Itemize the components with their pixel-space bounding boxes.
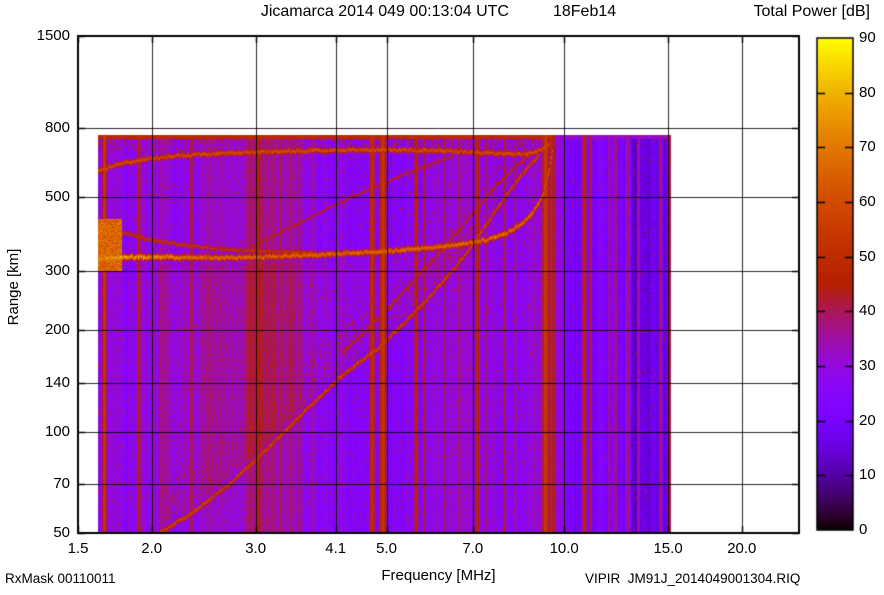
colorbar-tick-label: 10 — [859, 466, 876, 484]
colorbar-tick-label: 60 — [859, 193, 876, 210]
colorbar-tick-label: 50 — [859, 247, 876, 265]
title-row: Jicamarca 2014 049 00:13:04 UTC 18Feb14 — [78, 3, 799, 21]
x-tick-label: 1.5 — [67, 540, 89, 557]
x-tick-label: 20.0 — [727, 540, 757, 557]
x-tick-label: 5.0 — [376, 540, 397, 557]
y-tick-label: 200 — [44, 321, 70, 339]
colorbar-tick-label: 90 — [859, 29, 876, 46]
x-axis-title: Frequency [MHz] — [381, 567, 496, 584]
colorbar-tick-label: 30 — [859, 357, 876, 374]
plot-date: 18Feb14 — [552, 3, 617, 20]
y-tick-label: 70 — [53, 474, 70, 492]
y-tick-label: 1500 — [36, 27, 70, 44]
colorbar-tick-label: 40 — [859, 302, 876, 320]
y-tick-label: 100 — [44, 422, 70, 440]
x-tick-label: 3.0 — [245, 540, 267, 557]
rx-mask-label: RxMask 00110011 — [5, 571, 116, 586]
x-tick-label: 10.0 — [549, 540, 579, 557]
file-reference-label: VIPIR JM91J_2014049001304.RIQ — [585, 571, 801, 586]
colorbar-tick-label: 80 — [859, 83, 876, 101]
plot-title: Jicamarca 2014 049 00:13:04 UTC — [260, 3, 509, 20]
colorbar-title: Total Power [dB] — [753, 3, 871, 20]
x-tick-label: 4.1 — [325, 540, 347, 557]
colorbar-tick-label: 20 — [859, 411, 876, 429]
x-tick-label: 2.0 — [141, 540, 163, 557]
x-tick-label: 7.0 — [462, 540, 484, 557]
y-tick-label: 50 — [53, 524, 70, 541]
y-tick-label: 140 — [44, 373, 70, 391]
y-tick-label: 800 — [44, 118, 70, 136]
colorbar-tick-label: 0 — [859, 521, 868, 538]
y-tick-label: 300 — [44, 262, 70, 280]
y-tick-label: 500 — [44, 187, 70, 205]
colorbar-tick-label: 70 — [859, 138, 876, 156]
x-tick-label: 15.0 — [653, 540, 683, 557]
